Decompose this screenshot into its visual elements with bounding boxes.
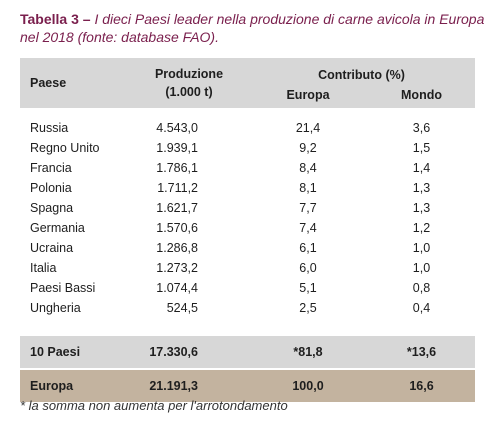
cell-production: 1.786,1 [156,161,198,175]
table-row: Ungheria 524,5 2,5 0,4 [20,298,475,318]
cell-world: 1,4 [412,161,431,175]
cell-production: 1.621,7 [156,201,198,215]
cell-country: Italia [30,261,57,275]
cell-world: 0,4 [412,301,431,315]
header-world: Mondo [401,88,442,102]
europe-world: 16,6 [368,368,475,402]
cell-europe: 8,1 [299,181,317,195]
header-production: Produzione (1.000 t) [130,58,248,108]
europe-europe: 100,0 [248,368,368,402]
table-row: Germania 1.570,6 7,4 1,2 [20,218,475,238]
cell-country: Paesi Bassi [30,281,96,295]
cell-europe: 7,7 [299,201,317,215]
cell-country: Polonia [30,181,72,195]
cell-europe: 8,4 [299,161,317,175]
cell-world: 1,3 [412,181,431,195]
table-row: Italia 1.273,2 6,0 1,0 [20,258,475,278]
cell-world: 1,2 [412,221,431,235]
cell-country: Francia [30,161,72,175]
table-row: Russia 4.543,0 21,4 3,6 [20,118,475,138]
table-row: Spagna 1.621,7 7,7 1,3 [20,198,475,218]
cell-production: 1.939,1 [156,141,198,155]
cell-production: 1.273,2 [156,261,198,275]
cell-world: 1,0 [412,261,431,275]
cell-production: 1.711,2 [157,181,198,195]
table-row: Paesi Bassi 1.074,4 5,1 0,8 [20,278,475,298]
header-production-line2: (1.000 t) [165,85,213,99]
header-europe: Europa [286,88,330,102]
table-row: Regno Unito 1.939,1 9,2 1,5 [20,138,475,158]
cell-europe: 5,1 [299,281,317,295]
cell-country: Spagna [30,201,74,215]
header-country: Paese [30,76,67,90]
table-row: Ucraina 1.286,8 6,1 1,0 [20,238,475,258]
cell-europe: 2,5 [299,301,317,315]
table-body: Russia 4.543,0 21,4 3,6 Regno Unito 1.939,1 9,… [20,108,475,332]
caption-label: Tabella 3 – [20,11,91,27]
total-production: 17.330,6 [130,328,248,369]
total-europe: *81,8 [248,328,368,369]
table-row: Francia 1.786,1 8,4 1,4 [20,158,475,178]
table-totals: 10 Paesi 17.330,6 *81,8 *13,6 Europa 21.… [20,328,475,402]
cell-world: 1,0 [412,241,431,255]
cell-world: 1,5 [412,141,431,155]
table-caption: Tabella 3 – I dieci Paesi leader nella p… [20,10,490,46]
cell-world: 1,3 [412,201,431,215]
cell-production: 1.074,4 [156,281,198,295]
production-table: Paese Produzione (1.000 t) Contributo (%… [20,58,475,402]
total-world: *13,6 [368,328,475,369]
footnote: * la somma non aumenta per l'arrotondame… [20,398,288,413]
europe-production: 21.191,3 [130,368,248,402]
header-production-line1: Produzione [154,67,224,81]
header-contribution: Contributo (%) [318,68,405,82]
europe-label: Europa [20,368,130,402]
caption-text: I dieci Paesi leader nella produzione di… [20,11,485,45]
total-row: 10 Paesi 17.330,6 *81,8 *13,6 [20,328,475,369]
table-row: Polonia 1.711,2 8,1 1,3 [20,178,475,198]
cell-country: Ungheria [30,301,81,315]
cell-production: 1.286,8 [156,241,198,255]
cell-europe: 7,4 [299,221,317,235]
cell-country: Germania [30,221,85,235]
cell-production: 1.570,6 [156,221,198,235]
cell-production: 4.543,0 [156,121,198,135]
total-label: 10 Paesi [20,328,130,369]
cell-europe: 9,2 [299,141,317,155]
cell-country: Ucraina [30,241,74,255]
cell-europe: 6,0 [299,261,317,275]
cell-country: Russia [30,121,69,135]
cell-europe: 6,1 [299,241,317,255]
cell-europe: 21,4 [295,121,321,135]
cell-country: Regno Unito [30,141,100,155]
table-header: Paese Produzione (1.000 t) Contributo (%… [20,58,475,108]
europe-row: Europa 21.191,3 100,0 16,6 [20,368,475,402]
cell-world: 3,6 [412,121,431,135]
cell-world: 0,8 [412,281,431,295]
cell-production: 524,5 [166,301,198,315]
